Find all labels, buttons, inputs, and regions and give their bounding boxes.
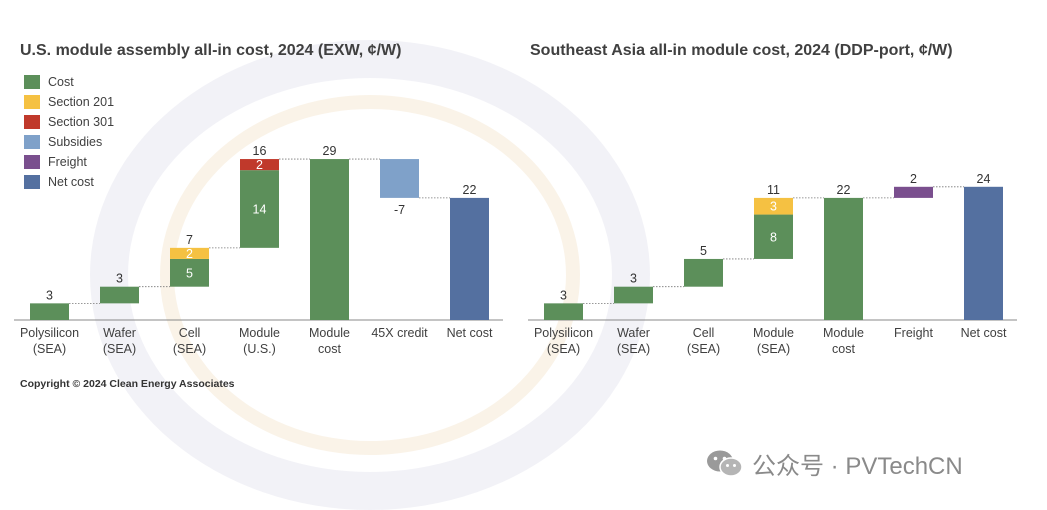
bar-value-label: 16 bbox=[253, 144, 267, 158]
category-label: Polysilicon bbox=[20, 326, 79, 340]
category-label: (SEA) bbox=[173, 342, 206, 356]
watermark-text: 公众号 · PVTechCN bbox=[752, 453, 963, 480]
copyright-text: Copyright © 2024 Clean Energy Associates bbox=[20, 378, 235, 390]
category-label: Module bbox=[823, 326, 864, 340]
category-label: Net cost bbox=[447, 326, 493, 340]
bar-segment bbox=[684, 258, 723, 287]
legend-item: Section 201 bbox=[24, 92, 114, 112]
segment-label: 2 bbox=[186, 247, 193, 261]
bar-segment bbox=[100, 286, 139, 304]
legend-swatch bbox=[24, 115, 40, 129]
category-label: Cell bbox=[693, 326, 715, 340]
legend-label: Freight bbox=[48, 155, 87, 169]
legend-item: Net cost bbox=[24, 172, 114, 192]
bar-value-label: 3 bbox=[116, 272, 123, 286]
legend-swatch bbox=[24, 135, 40, 149]
bar-segment bbox=[170, 247, 209, 259]
bar-value-label: 5 bbox=[700, 244, 707, 258]
segment-label: 3 bbox=[770, 200, 777, 214]
category-label: (SEA) bbox=[103, 342, 136, 356]
bar-segment bbox=[380, 159, 419, 198]
category-label: Module bbox=[753, 326, 794, 340]
legend-label: Section 301 bbox=[48, 115, 115, 129]
category-label: Freight bbox=[894, 326, 933, 340]
bar-value-label: 3 bbox=[46, 288, 53, 302]
legend-swatch bbox=[24, 175, 40, 189]
bar-value-label: 11 bbox=[767, 183, 780, 197]
bar-segment bbox=[170, 258, 209, 287]
bar-segment bbox=[754, 214, 793, 259]
bar-segment bbox=[30, 303, 69, 320]
bar-segment bbox=[614, 286, 653, 304]
category-label: cost bbox=[832, 342, 855, 356]
category-label: cost bbox=[318, 342, 341, 356]
bar-total bbox=[450, 197, 489, 320]
legend-item: Section 301 bbox=[24, 112, 114, 132]
bar-value-label: 24 bbox=[977, 172, 991, 186]
bar-value-label: 3 bbox=[630, 272, 637, 286]
segment-label: 8 bbox=[770, 230, 777, 244]
legend-item: Freight bbox=[24, 152, 114, 172]
category-label: (SEA) bbox=[757, 342, 790, 356]
watermark: 公众号 · PVTechCN bbox=[706, 446, 963, 481]
legend-label: Section 201 bbox=[48, 95, 115, 109]
category-label: (SEA) bbox=[547, 342, 580, 356]
bar-value-label: 22 bbox=[837, 183, 851, 197]
category-label: Wafer bbox=[617, 326, 650, 340]
bar-value-label: 2 bbox=[910, 172, 917, 186]
legend-label: Cost bbox=[48, 75, 74, 89]
bar-value-label: 22 bbox=[463, 183, 477, 197]
category-label: Module bbox=[239, 326, 280, 340]
legend-swatch bbox=[24, 75, 40, 89]
category-label: Module bbox=[309, 326, 350, 340]
bar-value-label: 7 bbox=[186, 233, 193, 247]
bar-value-label: -7 bbox=[394, 203, 405, 217]
bar-value-label: 29 bbox=[323, 144, 337, 158]
bar-total bbox=[964, 186, 1003, 320]
category-label: Polysilicon bbox=[534, 326, 593, 340]
legend: Cost Section 201 Section 301 Subsidies Freig… bbox=[24, 72, 114, 192]
bar-segment bbox=[544, 303, 583, 320]
legend-swatch bbox=[24, 155, 40, 169]
chart-title-sea: Southeast Asia all-in module cost, 2024 … bbox=[530, 42, 953, 59]
legend-label: Net cost bbox=[48, 175, 94, 189]
category-label: Net cost bbox=[961, 326, 1007, 340]
legend-label: Subsidies bbox=[48, 135, 103, 149]
bar-segment bbox=[754, 197, 793, 215]
bar-total bbox=[824, 197, 863, 320]
category-label: (U.S.) bbox=[243, 342, 276, 356]
bar-value-label: 3 bbox=[560, 288, 567, 302]
legend-item: Cost bbox=[24, 72, 114, 92]
category-label: 45X credit bbox=[371, 326, 428, 340]
segment-label: 2 bbox=[256, 158, 263, 172]
legend-item: Subsidies bbox=[24, 132, 114, 152]
category-label: Wafer bbox=[103, 326, 136, 340]
segment-label: 14 bbox=[253, 203, 267, 217]
bar-segment bbox=[240, 159, 279, 171]
category-label: (SEA) bbox=[617, 342, 650, 356]
category-label: Cell bbox=[179, 326, 201, 340]
wechat-icon bbox=[706, 449, 744, 479]
segment-label: 5 bbox=[186, 266, 193, 280]
bar-segment bbox=[894, 186, 933, 198]
bar-segment bbox=[240, 170, 279, 248]
category-label: (SEA) bbox=[687, 342, 720, 356]
legend-swatch bbox=[24, 95, 40, 109]
category-label: (SEA) bbox=[33, 342, 66, 356]
bar-total bbox=[310, 159, 349, 320]
chart-title-us: U.S. module assembly all-in cost, 2024 (… bbox=[20, 42, 402, 59]
